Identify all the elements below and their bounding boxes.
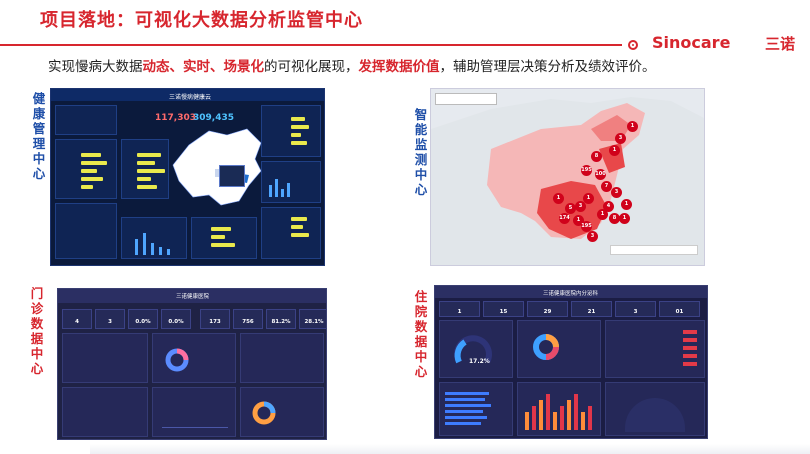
inpatient-gauge-value: 17.2% <box>469 358 490 365</box>
monitor-map-screenshot: 1 3 1 8 195 100 7 3 4 1 1 3 5 174 1 195 3 1 8 1 1 <box>430 88 705 266</box>
map-marker[interactable]: 1 <box>627 121 638 132</box>
kpi-card: 1 <box>439 301 480 317</box>
kpi-card: 173 <box>200 309 230 329</box>
section-label-outpatient: 门诊数据中心 <box>30 286 44 376</box>
chart-bar <box>546 394 550 430</box>
china-heatmap-icon <box>431 97 704 265</box>
kpi-value: 173 <box>209 319 221 325</box>
chart-bar <box>553 412 557 430</box>
subtitle-highlight: 发挥数据价值 <box>358 59 440 75</box>
chart-bar <box>567 400 571 430</box>
chart-bar <box>525 412 529 430</box>
kpi-value: 1 <box>457 309 462 315</box>
section-label-health: 健康管理中心 <box>32 91 46 181</box>
map-marker[interactable]: 1 <box>609 145 620 156</box>
map-marker[interactable]: 8 <box>591 151 602 162</box>
kpi-value: 756 <box>242 319 254 325</box>
kpi-card: 21 <box>571 301 612 317</box>
map-marker[interactable]: 5 <box>565 203 576 214</box>
title-underline <box>0 44 622 46</box>
map-marker[interactable]: 3 <box>611 187 622 198</box>
ring-chart-icon <box>252 401 276 425</box>
map-marker[interactable]: 3 <box>615 133 626 144</box>
brand-logo-cn: 三诺 <box>765 35 796 53</box>
kpi-value: 4 <box>75 319 79 325</box>
map-marker[interactable]: 195 <box>581 221 592 232</box>
kpi-value: 29 <box>543 309 552 315</box>
subtitle-highlight: 动态、实时、场景化 <box>142 59 265 75</box>
kpi-card: 0.0% <box>128 309 158 329</box>
kpi-value: 15 <box>499 309 508 315</box>
kpi-card: 01 <box>659 301 700 317</box>
map-marker[interactable]: 1 <box>573 215 584 226</box>
kpi-card: 3 <box>615 301 656 317</box>
section-label-inpatient: 住院数据中心 <box>414 289 428 379</box>
chart-bar <box>539 400 543 430</box>
chart-bar <box>574 394 578 430</box>
kpi-value: 81.2% <box>271 319 291 325</box>
health-dashboard-screenshot: 三诺慢病健康云 117,303 309,435 <box>50 88 325 266</box>
page-title: 项目落地：可视化大数据分析监管中心 <box>40 10 363 31</box>
brand-dot-icon <box>628 40 638 50</box>
map-marker[interactable]: 3 <box>587 231 598 242</box>
map-marker[interactable]: 1 <box>583 193 594 204</box>
kpi-value: 01 <box>675 309 684 315</box>
chart-bar <box>560 406 564 430</box>
page-bottom-shadow <box>90 444 810 454</box>
map-marker[interactable]: 1 <box>553 193 564 204</box>
donut-chart-icon <box>165 348 189 372</box>
map-marker[interactable]: 1 <box>621 199 632 210</box>
donut-chart-icon-2 <box>533 334 559 360</box>
map-marker[interactable]: 1 <box>619 213 630 224</box>
map-marker[interactable]: 100 <box>595 169 606 180</box>
chart-bar <box>588 406 592 430</box>
inpatient-dashboard-screenshot: 三诺健康医院内分泌科 17.2% 1 15 29 21 3 01 <box>434 285 708 439</box>
brand-logo: Sinocare <box>652 33 731 52</box>
kpi-card: 81.2% <box>266 309 296 329</box>
kpi-value: 3 <box>633 309 638 315</box>
health-dash-title: 三诺慢病健康云 <box>169 94 212 101</box>
chart-bar <box>532 406 536 430</box>
kpi-card: 756 <box>233 309 263 329</box>
kpi-value: 0.0% <box>135 319 151 325</box>
outpatient-dashboard-screenshot: 三诺健康医院 4 3 0.0% 0.0% 173 756 81.2% 28.1% <box>57 288 327 440</box>
map-marker[interactable]: 1 <box>597 209 608 220</box>
kpi-card: 4 <box>62 309 92 329</box>
chart-bar <box>581 412 585 430</box>
kpi-value: 3 <box>108 319 112 325</box>
kpi-card: 3 <box>95 309 125 329</box>
kpi-card: 29 <box>527 301 568 317</box>
map-marker[interactable]: 4 <box>603 201 614 212</box>
section-label-monitor: 智能监测中心 <box>414 107 428 197</box>
map-marker[interactable]: 3 <box>575 201 586 212</box>
map-marker[interactable]: 174 <box>559 213 570 224</box>
kpi-card: 0.0% <box>161 309 191 329</box>
map-marker[interactable]: 195 <box>581 165 592 176</box>
inpatient-dash-title: 三诺健康医院内分泌科 <box>543 291 599 297</box>
kpi-value: 28.1% <box>304 319 324 325</box>
map-marker[interactable]: 8 <box>609 213 620 224</box>
map-marker[interactable]: 7 <box>601 181 612 192</box>
subtitle-text: 的可视化展现， <box>264 59 359 75</box>
subtitle-text: 实现慢病大数据 <box>48 59 143 75</box>
page-subtitle: 实现慢病大数据动态、实时、场景化的可视化展现，发挥数据价值，辅助管理层决策分析及… <box>48 55 656 75</box>
health-dash-num1: 117,303 <box>155 113 196 123</box>
gauge-chart-icon <box>454 335 492 364</box>
kpi-card: 28.1% <box>299 309 326 329</box>
kpi-value: 21 <box>587 309 596 315</box>
health-dash-num2: 309,435 <box>193 113 234 123</box>
subtitle-text: ，辅助管理层决策分析及绩效评价。 <box>439 59 656 75</box>
kpi-card: 15 <box>483 301 524 317</box>
outpatient-dash-title: 三诺健康医院 <box>176 294 210 300</box>
kpi-value: 0.0% <box>168 319 184 325</box>
